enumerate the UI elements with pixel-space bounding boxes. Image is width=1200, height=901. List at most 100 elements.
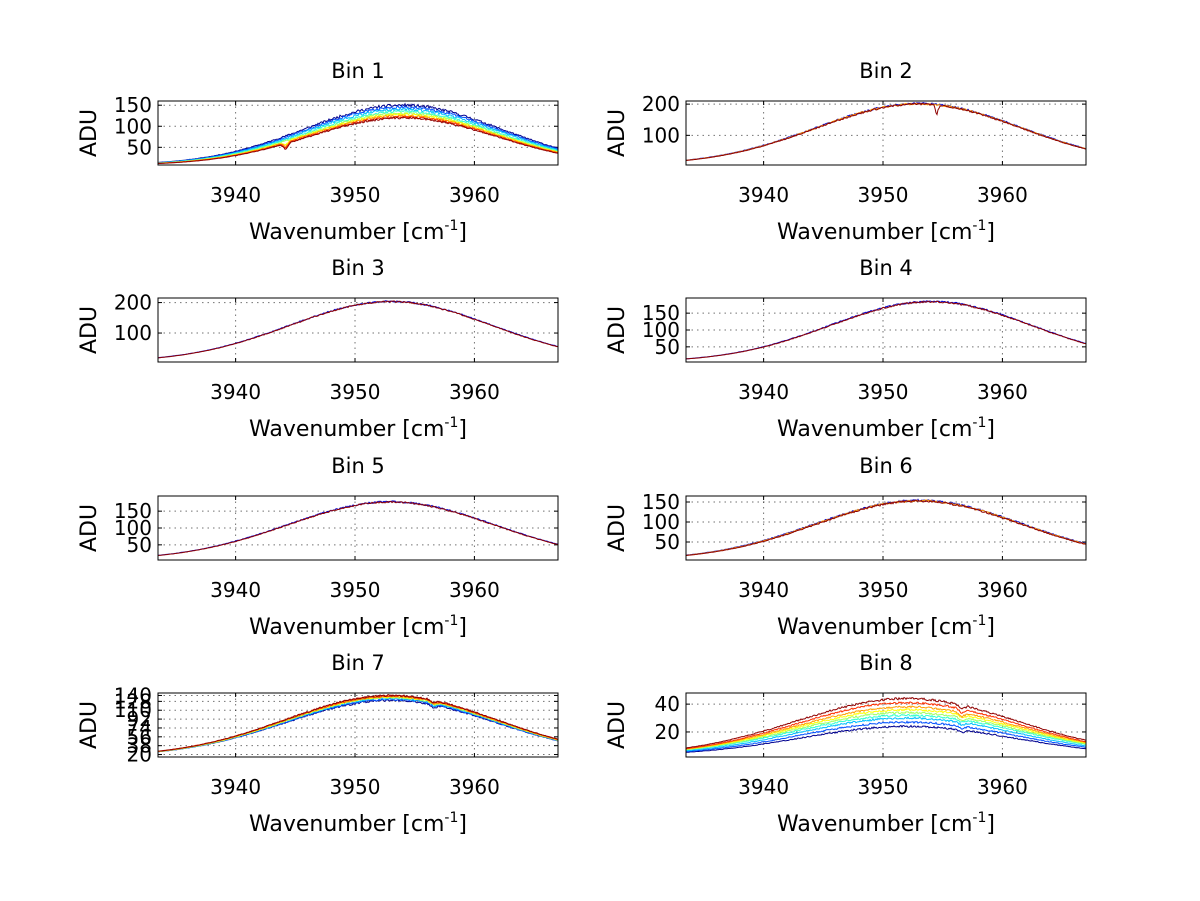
x-axis-label-main: Wavenumber [cm [249, 812, 444, 837]
series-group [686, 498, 1086, 557]
y-tick-label: 128 [114, 689, 152, 713]
axes-frame [685, 495, 1087, 561]
series-line-1 [158, 500, 558, 556]
series-line-1 [158, 698, 558, 753]
subplot-bin-8: Bin 8 3940 3950 3960 20 40 Wavenumber [cm-1] AD… [605, 651, 1087, 837]
series-line-7 [686, 705, 1086, 750]
y-axis-label: ADU [605, 504, 630, 552]
x-axis-label: Wavenumber [cm-1] [777, 415, 995, 442]
series-line-8 [686, 701, 1086, 750]
y-tick-label: 50 [127, 533, 152, 557]
y-axis-label: ADU [605, 701, 630, 749]
x-axis-label: Wavenumber [cm-1] [249, 415, 467, 442]
x-axis-label-sup: -1 [444, 613, 458, 629]
x-axis-label-sup: -1 [444, 810, 458, 826]
x-axis-label: Wavenumber [cm-1] [777, 218, 995, 245]
series-line-3 [686, 716, 1086, 752]
y-axis-label: ADU [77, 109, 102, 157]
series-line-2 [158, 500, 558, 556]
x-tick-label: 3940 [738, 775, 789, 799]
x-axis-label: Wavenumber [cm-1] [777, 810, 995, 837]
y-axis-label: ADU [77, 701, 102, 749]
x-axis-label: Wavenumber [cm-1] [249, 218, 467, 245]
series-line-3 [686, 102, 1086, 161]
y-tick-label: 50 [655, 335, 680, 359]
y-tick-label: 40 [655, 692, 680, 716]
series-line-1 [686, 300, 1086, 360]
x-tick-label: 3940 [738, 380, 789, 404]
y-tick-label: 20 [127, 743, 152, 767]
axes-frame [157, 692, 559, 758]
x-axis-label-sup: -1 [972, 218, 986, 234]
x-axis-label-end: ] [986, 220, 995, 245]
x-axis-label-end: ] [986, 615, 995, 640]
series-line-1 [686, 498, 1086, 556]
series-line-9 [686, 696, 1086, 749]
x-tick-label: 3950 [858, 775, 909, 799]
x-axis-label-end: ] [458, 417, 467, 442]
subplot-title: Bin 6 [859, 454, 913, 478]
y-tick-label: 150 [642, 301, 680, 325]
series-group [686, 101, 1086, 161]
series-line-1 [686, 101, 1086, 161]
axes-frame [157, 297, 559, 363]
x-tick-label: 3940 [210, 183, 261, 207]
x-axis-label-main: Wavenumber [cm [777, 220, 972, 245]
subplot-title: Bin 8 [859, 651, 913, 675]
x-tick-label: 3950 [330, 775, 381, 799]
series-line-9 [158, 116, 558, 164]
x-tick-label: 3950 [330, 578, 381, 602]
y-tick-label: 74 [127, 716, 152, 740]
x-tick-label: 3940 [210, 578, 261, 602]
x-axis-label-main: Wavenumber [cm [249, 615, 444, 640]
y-tick-label: 200 [114, 291, 152, 315]
x-tick-label: 3960 [977, 183, 1028, 207]
y-tick-label: 140 [114, 683, 152, 707]
y-tick-label: 150 [642, 490, 680, 514]
series-line-6 [686, 708, 1086, 750]
y-tick-label: 50 [655, 530, 680, 554]
series-group [686, 696, 1086, 753]
x-tick-label: 3950 [858, 380, 909, 404]
axes-frame [157, 495, 559, 561]
y-tick-label: 100 [642, 510, 680, 534]
subplot-title: Bin 4 [859, 256, 913, 280]
series-line-4 [158, 110, 558, 164]
y-tick-label: 38 [127, 734, 152, 758]
x-axis-label-sup: -1 [972, 810, 986, 826]
series-line-4 [686, 713, 1086, 751]
x-tick-label: 3960 [977, 380, 1028, 404]
x-axis-label-main: Wavenumber [cm [777, 615, 972, 640]
y-tick-label: 150 [114, 93, 152, 117]
x-tick-label: 3960 [449, 183, 500, 207]
axes-frame [685, 100, 1087, 166]
series-group [158, 300, 558, 359]
subplot-title: Bin 7 [331, 651, 385, 675]
x-axis-label-sup: -1 [972, 415, 986, 431]
subplot-title: Bin 2 [859, 59, 913, 83]
x-axis-label: Wavenumber [cm-1] [249, 810, 467, 837]
x-axis-label: Wavenumber [cm-1] [777, 613, 995, 640]
subplot-bin-2: Bin 2 3940 3950 3960 100 200 Wavenumber [cm-1]… [605, 59, 1087, 245]
axes-frame [157, 100, 559, 166]
series-line-2 [158, 105, 558, 164]
series-line-3 [686, 499, 1086, 557]
x-tick-label: 3960 [449, 380, 500, 404]
y-tick-label: 100 [114, 516, 152, 540]
x-tick-label: 3940 [738, 183, 789, 207]
x-axis-label-sup: -1 [972, 613, 986, 629]
subplot-title: Bin 3 [331, 256, 385, 280]
series-line-1 [686, 724, 1086, 753]
x-tick-label: 3960 [449, 775, 500, 799]
series-line-4 [158, 695, 558, 753]
axes-frame [685, 297, 1087, 363]
y-tick-label: 20 [655, 720, 680, 744]
series-line-2 [686, 102, 1086, 161]
x-tick-label: 3960 [977, 578, 1028, 602]
y-tick-label: 100 [114, 321, 152, 345]
y-tick-label: 150 [114, 499, 152, 523]
x-axis-label-sup: -1 [444, 218, 458, 234]
y-tick-label: 110 [114, 698, 152, 722]
